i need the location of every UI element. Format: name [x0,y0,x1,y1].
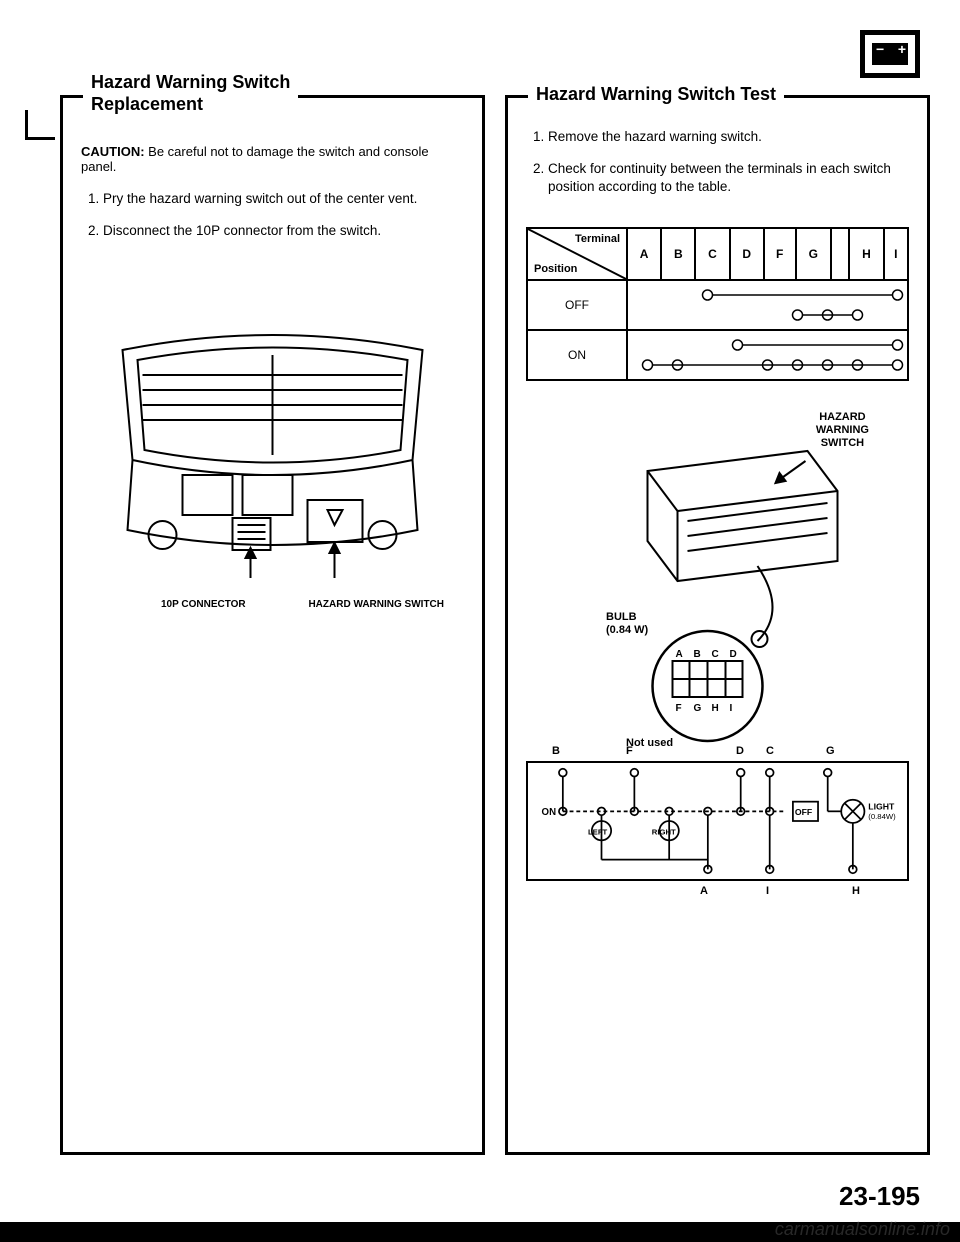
svg-text:A: A [676,649,683,660]
caution-label: CAUTION: [81,144,145,159]
svg-text:LEFT: LEFT [588,827,608,836]
circuit-wrapper: B F D C G [526,761,909,881]
term-d: D [730,228,764,280]
test-panel: Hazard Warning Switch Test Remove the ha… [505,95,930,1155]
svg-text:B: B [694,649,701,660]
header-terminal: Terminal [575,233,620,245]
off-text: OFF [795,807,812,817]
row-off: OFF [527,280,627,330]
vent-illustration [81,300,464,620]
term-f: F [764,228,796,280]
svg-text:D: D [730,649,737,660]
bulb-label: BULB (0.84 W) [606,611,648,637]
off-continuity [627,280,908,330]
svg-text:LIGHT: LIGHT [868,801,895,811]
connector-label: 10P CONNECTOR [161,599,246,610]
left-step-1: Pry the hazard warning switch out of the… [103,190,464,208]
c-top-b: B [552,745,560,757]
page-corner-mark [25,110,55,140]
c-top-d: D [736,745,744,757]
on-continuity [627,330,908,380]
c-bot-a: A [700,885,708,897]
left-steps: Pry the hazard warning switch out of the… [81,190,464,240]
table-corner: Terminal Position [527,228,627,280]
right-step-1: Remove the hazard warning switch. [548,128,909,146]
svg-text:G: G [694,703,702,714]
continuity-table: Terminal Position A B C D F G H I OFF [526,227,909,381]
right-title: Hazard Warning Switch Test [536,84,776,104]
svg-text:RIGHT: RIGHT [652,827,676,836]
on-text: ON [542,807,557,818]
c-top-c: C [766,745,774,757]
svg-text:H: H [712,703,719,714]
c-top-g: G [826,745,835,757]
battery-icon [860,30,920,78]
term-i: I [884,228,909,280]
left-step-2: Disconnect the 10P connector from the sw… [103,222,464,240]
term-a: A [627,228,661,280]
watermark: carmanualsonline.info [775,1219,950,1240]
c-top-f: F [626,745,633,757]
right-panel-title: Hazard Warning Switch Test [528,84,784,106]
header-position: Position [534,263,577,275]
right-steps: Remove the hazard warning switch. Check … [526,128,909,197]
hazard-switch-label: HAZARD WARNING SWITCH [816,411,869,451]
page-number: 23-195 [839,1181,920,1212]
term-c: C [695,228,729,280]
c-bot-i: I [766,885,769,897]
row-on: ON [527,330,627,380]
svg-text:C: C [712,649,719,660]
vent-diagram: 10P CONNECTOR HAZARD WARNING SWITCH [81,300,464,620]
left-panel-title: Hazard Warning Switch Replacement [83,72,298,115]
c-bot-h: H [852,885,860,897]
title-line1: Hazard Warning Switch [91,72,290,94]
not-used-label: Not used [626,737,673,750]
term-b: B [661,228,695,280]
replacement-panel: Hazard Warning Switch Replacement CAUTIO… [60,95,485,1155]
svg-text:F: F [676,703,682,714]
title-line2: Replacement [91,94,290,116]
caution-text: CAUTION: Be careful not to damage the sw… [81,144,464,174]
switch-diagram: A B C D F G H I HAZARD WARNING SWITCH BU… [526,411,909,751]
svg-text:I: I [730,703,733,714]
term-g: G [796,228,831,280]
svg-text:(0.84W): (0.84W) [868,812,896,821]
switch-label: HAZARD WARNING SWITCH [308,599,444,610]
right-step-2: Check for continuity between the termina… [548,160,909,196]
term-blank [831,228,849,280]
circuit-diagram: ON OFF LEFT RIGHT LIGHT (0.84W) [526,761,909,881]
term-h: H [849,228,883,280]
